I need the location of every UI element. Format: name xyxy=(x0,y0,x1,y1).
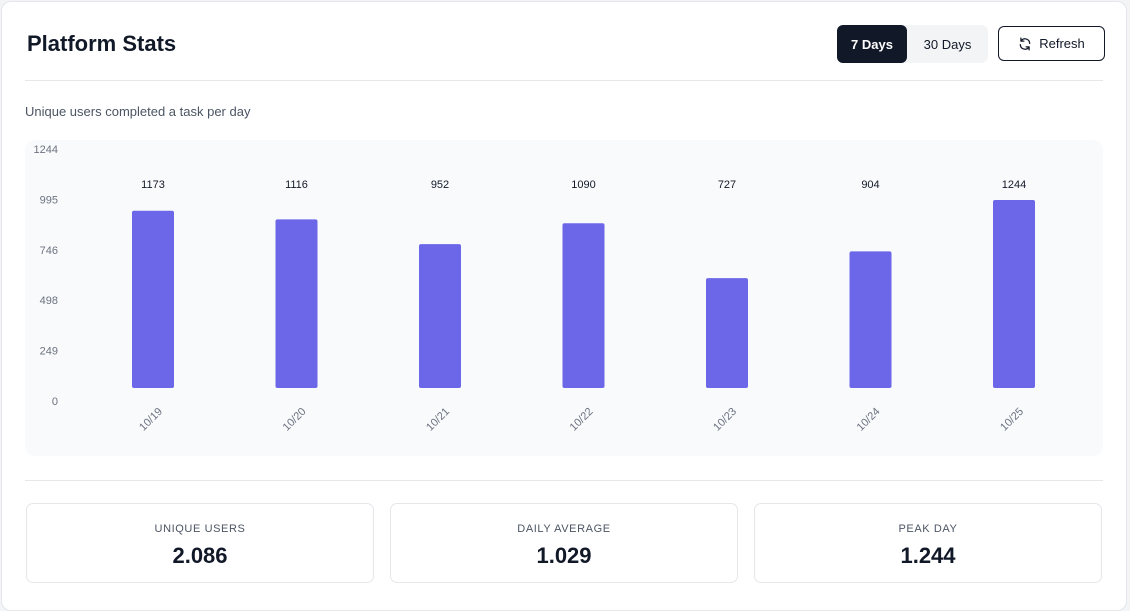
page-title: Platform Stats xyxy=(27,31,177,56)
stat-label: UNIQUE USERS xyxy=(154,523,246,535)
refresh-button[interactable]: Refresh xyxy=(998,26,1105,61)
stat-card-daily-average: DAILY AVERAGE 1.029 xyxy=(390,503,738,583)
stat-value: 1.029 xyxy=(536,543,592,568)
stat-card-unique-users: UNIQUE USERS 2.086 xyxy=(26,503,374,583)
stats-divider xyxy=(25,480,1103,481)
header-divider xyxy=(25,80,1103,81)
stat-value: 1.244 xyxy=(900,543,956,568)
stat-value: 2.086 xyxy=(172,543,228,568)
stat-card-peak-day: PEAK DAY 1.244 xyxy=(754,503,1102,583)
range-30-days-button[interactable]: 30 Days xyxy=(907,25,988,63)
range-7-days-button[interactable]: 7 Days xyxy=(837,25,907,63)
chart-title: Unique users completed a task per day xyxy=(25,104,251,119)
chart-area xyxy=(25,140,1103,456)
range-toggle: 7 Days 30 Days xyxy=(837,25,988,63)
stat-label: PEAK DAY xyxy=(898,523,958,535)
stat-label: DAILY AVERAGE xyxy=(517,523,611,535)
refresh-icon xyxy=(1018,37,1032,51)
refresh-label: Refresh xyxy=(1039,36,1085,51)
